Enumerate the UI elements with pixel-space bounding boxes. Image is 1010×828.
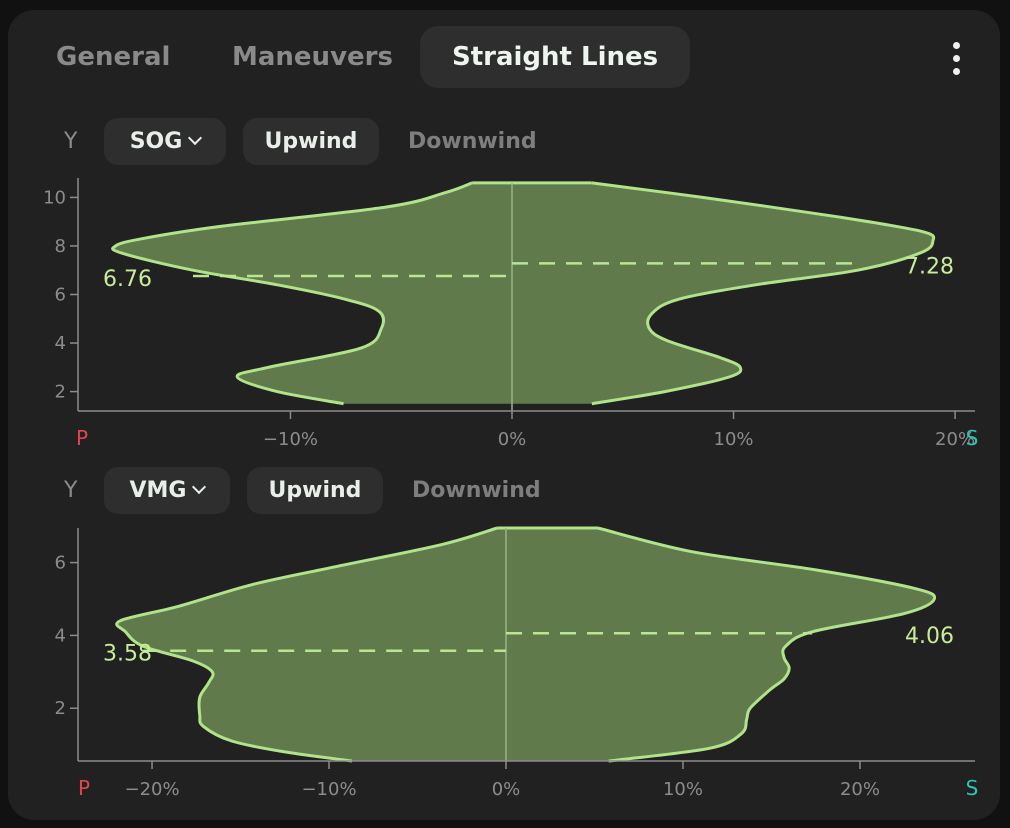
chart1-y-tick-label: 10 — [43, 187, 66, 208]
y-axis-selector-label: Y — [64, 129, 78, 154]
tab-bar: General Maneuvers Straight Lines — [8, 10, 1000, 100]
chart2-x-tick-label: 10% — [663, 779, 703, 800]
chart1-port-mean-label: 6.76 — [103, 267, 152, 292]
chart2-port-label: P — [78, 776, 90, 800]
chart2-port-mean-label: 3.58 — [103, 642, 152, 667]
chart2-x-tick-label: −20% — [124, 779, 179, 800]
chart1-starboard-area — [512, 182, 934, 404]
more-options-icon[interactable] — [938, 40, 974, 80]
y-axis-selector-label: Y — [64, 478, 78, 503]
chart2-starboard-outline — [597, 526, 937, 763]
sog-downwind-button[interactable]: Downwind — [408, 129, 537, 154]
chart2-x-tick-label: 0% — [492, 779, 521, 800]
sog-metric-dropdown[interactable]: SOG — [104, 118, 226, 165]
chart1-x-tick-label: 0% — [498, 429, 527, 450]
chart1-x-tick-label: 20% — [935, 429, 975, 450]
chart1-y-tick-label: 8 — [55, 236, 66, 257]
vmg-downwind-button[interactable]: Downwind — [412, 478, 541, 503]
sog-upwind-button[interactable]: Upwind — [243, 118, 379, 165]
chart2-port-outline — [115, 526, 498, 763]
chart2-starboard-label: S — [966, 776, 979, 800]
vmg-upwind-button[interactable]: Upwind — [247, 467, 383, 514]
chart1-y-tick-label: 2 — [55, 382, 66, 403]
chart2-y-tick-label: 2 — [55, 698, 66, 719]
chart2-port-area — [116, 528, 507, 761]
chart2-y-tick-label: 4 — [55, 625, 66, 646]
tab-straight-lines[interactable]: Straight Lines — [420, 26, 691, 88]
vmg-metric-label: VMG — [129, 478, 187, 503]
chart2-x-tick-label: −10% — [301, 779, 356, 800]
sog-metric-label: SOG — [129, 129, 183, 154]
chart2-x-tick-label: 20% — [840, 779, 880, 800]
tab-general[interactable]: General — [56, 42, 171, 72]
chart1-y-tick-label: 4 — [55, 333, 66, 354]
chart1-starboard-label: S — [966, 426, 979, 450]
chart1-x-tick-label: −10% — [263, 429, 318, 450]
chart1-y-tick-label: 6 — [55, 285, 66, 306]
vmg-metric-dropdown[interactable]: VMG — [104, 467, 230, 514]
chart2-starboard-mean-label: 4.06 — [905, 624, 954, 649]
chart1-starboard-outline — [591, 181, 936, 406]
chart1-port-outline — [111, 181, 473, 406]
chart1-port-area — [112, 182, 512, 404]
chart1-port-label: P — [76, 426, 88, 450]
tab-maneuvers[interactable]: Maneuvers — [232, 42, 393, 72]
chart1-starboard-mean-label: 7.28 — [905, 254, 954, 279]
chart2-y-tick-label: 6 — [55, 553, 66, 574]
chart1-x-tick-label: 10% — [714, 429, 754, 450]
chart2-starboard-area — [506, 528, 935, 761]
